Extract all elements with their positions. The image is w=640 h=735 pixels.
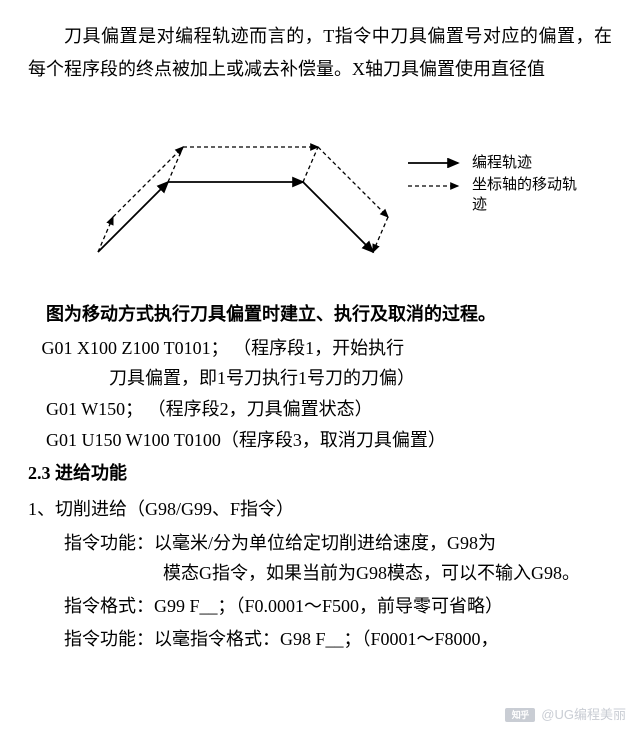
intro-paragraph: 刀具偏置是对编程轨迹而言的，T指令中刀具偏置号对应的偏置，在每个程序段的终点被加… (28, 20, 612, 87)
diagram-svg (28, 122, 408, 282)
diagram-caption: 图为移动方式执行刀具偏置时建立、执行及取消的过程。 (28, 298, 612, 331)
function-desc-1: 指令功能：以毫米/分为单位给定切削进给速度，G98为 模态G指令，如果当前为G9… (28, 528, 612, 589)
function-desc-2: 指令功能：以毫指令格式：G98 F__；（F0001～F8000， (28, 624, 612, 655)
code-block: G01 X100 Z100 T0101； （程序段1，开始执行 刀具偏置，即1号… (28, 333, 612, 455)
legend-dashed: 坐标轴的移动轨迹 (408, 176, 582, 215)
function-format: 指令格式：G99 F__；（F0.0001～F500，前导零可省略） (28, 591, 612, 622)
subsection-title: 1、切削进给（G98/G99、F指令） (28, 493, 612, 526)
zhihu-icon: 知乎 (505, 708, 535, 722)
trajectory-diagram: 编程轨迹 坐标轴的移动轨迹 (28, 112, 612, 292)
section-title: 2.3 进给功能 (28, 457, 612, 490)
legend-solid-label: 编程轨迹 (472, 154, 532, 174)
legend-solid: 编程轨迹 (408, 154, 582, 174)
watermark: 知乎 @UG编程美丽 (505, 703, 626, 727)
legend-dashed-label: 坐标轴的移动轨迹 (472, 176, 582, 215)
watermark-text: @UG编程美丽 (541, 703, 626, 727)
diagram-legend: 编程轨迹 坐标轴的移动轨迹 (408, 154, 582, 219)
